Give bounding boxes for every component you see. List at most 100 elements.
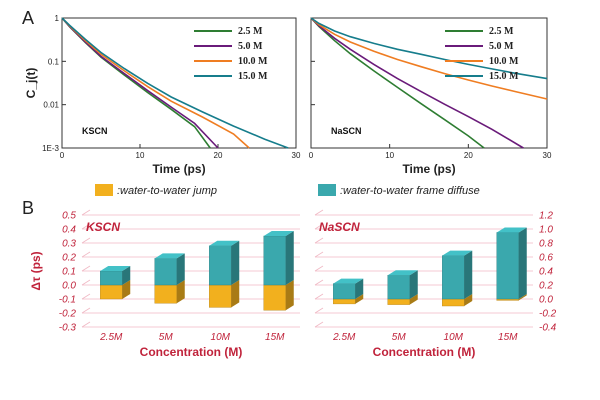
- bar-chart-kscn: 0.5 0.4 0.3 0.2 0.1 0.0 -0.1 -0.2 -0.3 2.5M 5M 10M 1…: [29, 209, 300, 359]
- bar-front: [333, 283, 356, 300]
- y-tick-label: 0.8: [539, 239, 553, 250]
- bar-side: [518, 294, 527, 301]
- grid-line-depth: [314, 279, 324, 286]
- legend-swatch: [318, 184, 336, 196]
- y-tick-label: 0.1: [62, 267, 76, 278]
- bar-side: [409, 294, 418, 305]
- legend-label: 5.0 M: [489, 41, 514, 52]
- bar-front: [333, 298, 356, 305]
- panel-inner-label: KSCN: [82, 126, 108, 136]
- panel-a: 0 10 20 30 1 0.1 0.01 1E-3 2.5 M 5.0 M 10.0 M 15.0 …: [24, 14, 552, 176]
- x-axis-title: Time (ps): [152, 162, 205, 176]
- bar-front: [154, 284, 177, 304]
- bar-side: [518, 227, 527, 299]
- x-tick-label: 30: [292, 151, 301, 160]
- bar-side: [231, 240, 240, 285]
- bar-side: [231, 280, 240, 308]
- y-tick-label: 0.0: [539, 295, 553, 306]
- bar-side: [285, 280, 294, 311]
- y-tick-label: 1.0: [539, 225, 553, 236]
- legend-label: 15.0 M: [489, 71, 519, 82]
- panel-inner-label: NaSCN: [331, 126, 362, 136]
- bar-side: [464, 250, 473, 299]
- y-tick-label: 0.6: [539, 253, 553, 264]
- grid-line-depth: [81, 307, 91, 314]
- y-tick-label: 0.0: [62, 281, 76, 292]
- bar-chart-nascn: 1.2 1.0 0.8 0.6 0.4 0.2 0.0 -0.2 -0.4 2.5M 5M 10M 15…: [314, 209, 557, 359]
- grid-line-depth: [314, 293, 324, 300]
- y-tick-label: 0.2: [539, 281, 553, 292]
- grid-line-depth: [81, 293, 91, 300]
- bar-top: [209, 240, 240, 246]
- legend-label: 2.5 M: [489, 26, 514, 37]
- bar-front: [209, 284, 232, 308]
- bar-side: [409, 270, 418, 299]
- y-tick-label: 0.3: [62, 239, 76, 250]
- grid-line-depth: [81, 251, 91, 258]
- bar-top: [154, 253, 185, 259]
- series-line-15-0-M: [310, 17, 548, 80]
- y-tick-label: 0.5: [62, 211, 76, 222]
- legend-label: :water-to-water jump: [117, 185, 217, 197]
- panel-inner-label: NaSCN: [319, 220, 360, 234]
- x-tick-label: 5M: [392, 332, 407, 343]
- grid-line-depth: [81, 237, 91, 244]
- y-tick-label: 1.2: [539, 211, 553, 222]
- bar-front: [100, 270, 123, 286]
- x-tick-label: 2.5M: [99, 332, 123, 343]
- x-tick-label: 30: [543, 151, 552, 160]
- x-tick-label: 0: [60, 151, 65, 160]
- bar-front: [263, 284, 286, 311]
- bar-front: [496, 232, 519, 300]
- x-axis-title: Concentration (M): [373, 345, 476, 359]
- series-line-15-0-M: [61, 17, 289, 149]
- y-tick-label: 1E-3: [42, 144, 59, 153]
- bar-front: [263, 235, 286, 286]
- bar-side: [464, 294, 473, 306]
- grid-line-depth: [314, 321, 324, 328]
- bar-side: [176, 253, 185, 285]
- x-axis-title: Concentration (M): [140, 345, 243, 359]
- grid-line-depth: [314, 237, 324, 244]
- grid-line-depth: [314, 251, 324, 258]
- bar-side: [355, 278, 364, 299]
- panel-b: 0.50.40.30.20.10.0-0.1-0.2-0.32.5M 5M 10M 1…: [29, 184, 557, 359]
- decay-chart-kscn: 0 10 20 30 1 0.1 0.01 1E-3 2.5 M 5.0 M 10.0 M 15.0 …: [24, 14, 301, 176]
- bar-front: [442, 298, 465, 307]
- y-tick-label: 0.2: [62, 253, 76, 264]
- y-tick-label: 0.4: [62, 225, 76, 236]
- grid-line-depth: [81, 209, 91, 216]
- x-tick-label: 10M: [211, 332, 231, 343]
- bar-front: [154, 258, 177, 286]
- bar-side: [122, 280, 131, 299]
- x-tick-label: 15M: [498, 332, 518, 343]
- x-tick-label: 10: [136, 151, 145, 160]
- grid-line-depth: [81, 321, 91, 328]
- x-tick-label: 20: [214, 151, 223, 160]
- decay-chart-nascn: 0 10 20 30 2.5 M 5.0 M 10.0 M 15.0 M NaSCN Time (…: [309, 17, 552, 176]
- panel-a-letter: A: [22, 8, 34, 28]
- x-tick-label: 5M: [159, 332, 174, 343]
- bar-front: [209, 245, 232, 286]
- bar-side: [176, 280, 185, 304]
- bar-side: [285, 231, 294, 285]
- bar-top: [442, 250, 473, 256]
- y-tick-label: -0.1: [59, 295, 76, 306]
- x-axis-title: Time (ps): [402, 162, 455, 176]
- panel-inner-label: KSCN: [86, 220, 120, 234]
- y-tick-label: -0.2: [59, 309, 77, 320]
- grid-line-depth: [314, 223, 324, 230]
- x-tick-label: 15M: [265, 332, 285, 343]
- legend-swatch: [95, 184, 113, 196]
- bar-front: [387, 298, 410, 305]
- grid-line-depth: [314, 209, 324, 216]
- y-axis-title: C_j(t): [24, 68, 38, 99]
- series-line-10-0-M: [310, 17, 548, 100]
- grid-line-depth: [81, 223, 91, 230]
- bar-front: [100, 284, 123, 300]
- legend-label: :water-to-water frame diffuse: [340, 185, 480, 197]
- bar-front: [496, 298, 519, 301]
- grid-line-depth: [81, 265, 91, 272]
